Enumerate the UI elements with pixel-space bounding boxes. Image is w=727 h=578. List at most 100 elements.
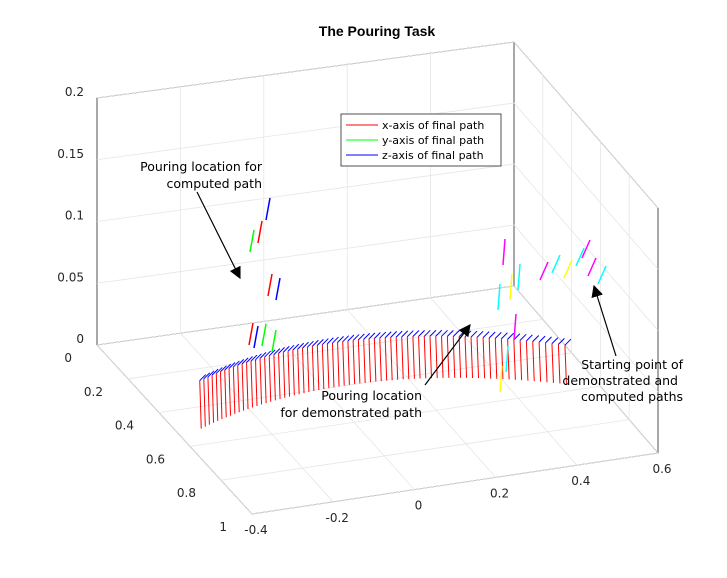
- path-marker-z-axis: [259, 351, 267, 359]
- grid-lines: [96, 41, 659, 515]
- path-marker-x-axis: [259, 358, 263, 405]
- path-marker-x-axis: [545, 342, 548, 383]
- start-point-cluster: [539, 261, 549, 281]
- path-marker-z-axis: [447, 330, 454, 337]
- path-marker-x-axis: [500, 338, 504, 380]
- path-marker-x-axis: [287, 351, 291, 397]
- path-marker-z-axis: [321, 338, 329, 345]
- path-marker-x-axis: [224, 370, 227, 418]
- path-marker-z-axis: [363, 333, 371, 340]
- path-marker-x-axis: [406, 336, 410, 380]
- path-marker-x-axis: [246, 362, 249, 410]
- pouring-computed-cluster: [261, 323, 267, 347]
- path-marker-x-axis: [302, 348, 305, 394]
- path-marker-x-axis: [525, 340, 529, 381]
- grid-x-floor: [263, 321, 415, 490]
- path-marker-z-axis: [406, 330, 414, 338]
- annotation-arrow-demonstrated: [424, 324, 471, 386]
- start-point-cluster: [563, 259, 573, 279]
- path-marker-z-axis: [255, 353, 262, 361]
- pouring-demonstrated-cluster: [517, 263, 521, 291]
- annotation-start-line1: Starting point of: [581, 357, 683, 372]
- legend-label-y-axis: y-axis of final path: [382, 134, 484, 147]
- pouring-demonstrated-cluster: [505, 345, 509, 373]
- path-marker-z-axis: [532, 335, 540, 342]
- path-marker-z-axis: [292, 343, 300, 351]
- grid-x-floor: [96, 344, 253, 515]
- path-marker-x-axis: [507, 339, 510, 380]
- path-marker-z-axis: [287, 344, 295, 352]
- path-marker-x-axis: [316, 345, 320, 391]
- y-tick-label: 0: [64, 351, 72, 365]
- pouring-computed-cluster: [249, 229, 255, 253]
- path-marker-z-axis: [464, 330, 472, 338]
- path-marker-z-axis: [482, 331, 490, 338]
- annotation-start-line3: computed paths: [581, 389, 683, 404]
- path-marker-x-axis: [337, 342, 340, 387]
- path-marker-x-axis: [232, 366, 236, 414]
- path-marker-z-axis: [342, 335, 350, 343]
- annotation-demonstrated-line2: for demonstrated path: [280, 405, 422, 420]
- y-tick-label: 1: [219, 520, 227, 534]
- grid-y-floor: [251, 452, 659, 515]
- path-marker-z-axis: [494, 332, 502, 339]
- path-marker-z-axis: [395, 330, 403, 338]
- path-marker-z-axis: [297, 342, 305, 350]
- path-marker-z-axis: [352, 334, 360, 341]
- path-marker-z-axis: [470, 330, 478, 338]
- path-marker-x-axis: [203, 378, 206, 427]
- path-marker-x-axis: [215, 373, 219, 421]
- grid-z-back: [96, 41, 515, 99]
- path-marker-z-axis: [488, 331, 496, 339]
- path-marker-x-axis: [347, 341, 350, 385]
- path-marker-z-axis: [307, 340, 314, 348]
- grid-z-side: [513, 102, 659, 270]
- path-marker-z-axis: [435, 329, 443, 337]
- z-tick-label: 0: [76, 332, 84, 346]
- grid-z-back: [96, 224, 515, 284]
- path-marker-x-axis: [250, 361, 254, 408]
- annotation-starting-point: Starting point of demonstrated and compu…: [562, 284, 684, 404]
- path-marker-x-axis: [551, 343, 554, 383]
- grid-y-floor: [127, 319, 543, 380]
- x-tick-label: 0.2: [490, 486, 509, 500]
- path-marker-x-axis: [476, 337, 480, 379]
- path-marker-x-axis: [228, 368, 232, 416]
- path-marker-z-axis: [418, 330, 425, 337]
- path-marker-x-axis: [482, 337, 486, 379]
- x-tick-label: -0.4: [244, 523, 267, 537]
- legend-label-z-axis: z-axis of final path: [382, 149, 484, 162]
- path-marker-x-axis: [326, 343, 330, 389]
- path-marker-x-axis: [379, 338, 382, 382]
- z-tick-label: 0.05: [57, 270, 84, 284]
- path-marker-x-axis: [452, 336, 456, 378]
- grid-z-back: [96, 163, 515, 222]
- path-marker-z-axis: [237, 359, 245, 366]
- path-marker-z-axis: [507, 332, 514, 340]
- z-tick-label: 0.1: [65, 209, 84, 223]
- pouring-demonstrated-cluster: [499, 365, 503, 393]
- path-marker-z-axis: [347, 334, 355, 342]
- path-marker-z-axis: [241, 357, 249, 365]
- path-marker-z-axis: [452, 330, 460, 337]
- legend-label-x-axis: x-axis of final path: [382, 119, 484, 132]
- path-marker-z-axis: [327, 337, 334, 345]
- grid-z-back: [96, 102, 515, 161]
- y-tick-label: 0.2: [84, 385, 103, 399]
- path-marker-x-axis: [401, 336, 404, 380]
- path-marker-x-axis: [306, 347, 310, 393]
- start-point-cluster: [575, 247, 585, 267]
- path-marker-z-axis: [220, 365, 227, 373]
- path-marker-z-axis: [224, 363, 232, 371]
- path-marker-x-axis: [373, 338, 377, 382]
- path-marker-x-axis: [219, 371, 223, 420]
- path-marker-z-axis: [358, 333, 365, 341]
- start-point-cluster: [551, 254, 561, 274]
- path-marker-x-axis: [363, 339, 366, 383]
- path-marker-z-axis: [513, 333, 521, 341]
- start-point-cluster: [587, 257, 597, 277]
- y-tick-label: 0.6: [146, 452, 165, 466]
- grid-z-side: [513, 224, 659, 393]
